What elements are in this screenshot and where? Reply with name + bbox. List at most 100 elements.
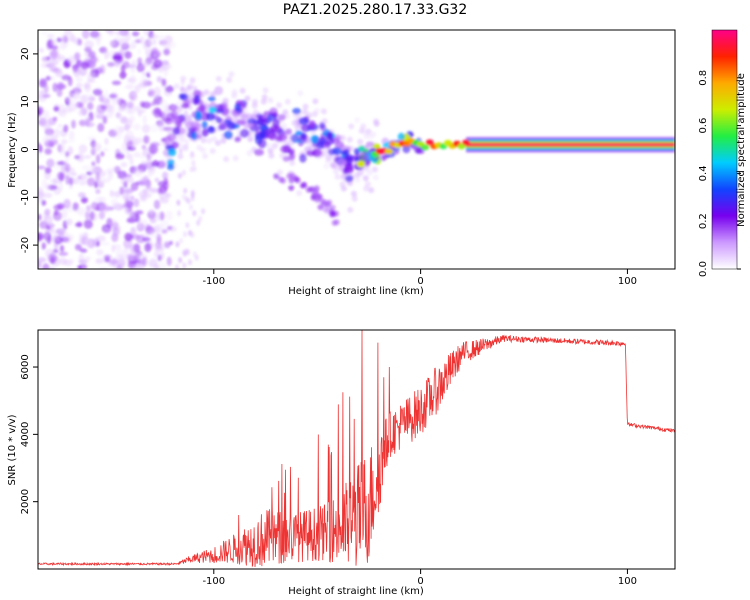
spectrogram-cell <box>100 104 107 111</box>
spectrogram-cell <box>136 235 146 244</box>
spectrogram-cell <box>111 80 122 86</box>
spectrogram-cell <box>52 116 58 122</box>
snr-x-tick-label: 100 <box>618 576 637 587</box>
spectrogram-cell <box>214 104 224 112</box>
spectrogram-cell <box>44 183 51 191</box>
spectrogram-cell <box>206 137 213 144</box>
spectrogram-cell <box>63 198 71 209</box>
spectrogram-cell <box>202 153 209 160</box>
spectrogram-cell <box>64 163 71 173</box>
spectrogram-cell <box>289 160 296 166</box>
spectrogram-cell <box>321 118 328 125</box>
spectrogram-cell <box>92 142 102 152</box>
spectrogram-cell <box>135 210 144 215</box>
spectrogram-cell <box>239 128 250 138</box>
snr-x-axis-label: Height of straight line (km) <box>288 586 424 597</box>
spectrogram-cell <box>188 259 192 266</box>
snr-y-tick-label: 4000 <box>20 422 31 447</box>
spectrogram-cell <box>52 177 58 185</box>
spectrogram-cell <box>52 248 59 254</box>
snr-series-line <box>38 330 675 568</box>
spectrogram-cell <box>191 131 198 141</box>
spectrogram-cell <box>58 151 69 156</box>
spectrogram-cell <box>166 133 177 142</box>
spectrogram-cell <box>373 118 379 125</box>
snr-x-tick-label: 0 <box>417 576 423 587</box>
spectrogram-cell <box>67 93 77 103</box>
spectrogram-cell <box>232 155 239 162</box>
spectrogram-cell <box>192 165 197 172</box>
spectrogram-cell <box>124 84 134 90</box>
spectrogram-cell <box>176 199 181 206</box>
spectrogram-cell <box>157 187 163 195</box>
spectrogram-cell <box>247 136 254 143</box>
spectrogram-cell <box>86 177 96 187</box>
spectrogram-cell <box>299 153 307 163</box>
spectrogram-cell <box>98 196 107 203</box>
spectrogram-cell <box>118 37 129 47</box>
spectrogram-cell <box>52 211 63 221</box>
spectrogram-cell <box>132 123 141 131</box>
spectrogram-cell <box>129 244 138 254</box>
spectrogram-cell <box>161 78 167 87</box>
spectrogram-cell <box>149 142 160 147</box>
spectrogram-cell <box>156 233 162 243</box>
spectrogram-cell <box>42 93 51 98</box>
spectrogram-cell <box>99 170 106 177</box>
spectrogram-cell <box>365 141 375 148</box>
spectrogram-cell <box>181 169 186 176</box>
spectrogram-cell <box>179 135 186 142</box>
spectrogram-cell <box>145 157 152 168</box>
spectrogram-cell <box>98 176 106 186</box>
spectrogram-cell <box>192 210 197 217</box>
spectrogram-cell <box>131 143 136 149</box>
spectrogram-cell <box>72 202 79 212</box>
spectrogram-cell <box>185 121 195 130</box>
spectrogram-cell <box>61 74 71 81</box>
spectrogram-cell <box>95 114 105 119</box>
spectrogram-cell <box>57 123 64 128</box>
spectrogram-cell <box>160 219 169 228</box>
spectrogram-cell <box>190 189 195 196</box>
spectrogram-cell <box>133 151 141 158</box>
spectrogram-cell <box>315 194 322 200</box>
spectrogram-cell <box>317 204 324 211</box>
spectrogram-cell <box>79 248 88 253</box>
spectrogram-x-tick-label: 100 <box>618 276 637 287</box>
spectrogram-cell <box>268 132 278 141</box>
spectrogram-cell <box>87 136 97 141</box>
spectrogram-cell <box>137 111 142 117</box>
spectrogram-cell <box>130 67 136 73</box>
spectrogram-cell <box>173 83 180 90</box>
spectrogram-cell <box>130 226 137 236</box>
spectrogram-cell <box>89 166 95 175</box>
spectrogram-cell <box>271 112 279 118</box>
spectrogram-cell <box>260 98 267 105</box>
snr-y-tick-label: 6000 <box>20 354 31 379</box>
spectrogram-cell <box>133 137 142 144</box>
spectrogram-cell <box>50 49 58 59</box>
spectrogram-cell <box>334 142 342 149</box>
spectrogram-cell <box>136 63 145 73</box>
spectrogram-cell <box>119 186 125 195</box>
spectrogram-cell <box>126 253 134 260</box>
spectrogram-cell <box>150 34 159 39</box>
spectrogram-cell <box>96 36 101 47</box>
spectrogram-y-tick-label: 20 <box>20 48 31 61</box>
spectrogram-cell <box>166 256 172 266</box>
spectrogram-cell <box>119 71 127 79</box>
spectrogram-cell <box>354 172 360 179</box>
spectrogram-cell <box>74 243 82 251</box>
spectrogram-cell <box>130 92 138 103</box>
colorbar-ticks: 0.0 0.2 0.4 0.6 0.8 <box>698 70 741 277</box>
page-title: PAZ1.2025.280.17.33.G32 <box>282 2 468 18</box>
spectrogram-cell <box>254 148 264 156</box>
spectrogram-x-tick-label: 0 <box>417 276 423 287</box>
spectrogram-cell <box>208 106 217 114</box>
spectrogram-cell <box>129 158 134 166</box>
spectrogram-cell <box>148 123 159 133</box>
spectrogram-cell <box>323 163 330 170</box>
spectrogram-cell <box>372 174 379 181</box>
spectrogram-cell <box>215 116 222 124</box>
spectrogram-cell <box>180 103 190 109</box>
